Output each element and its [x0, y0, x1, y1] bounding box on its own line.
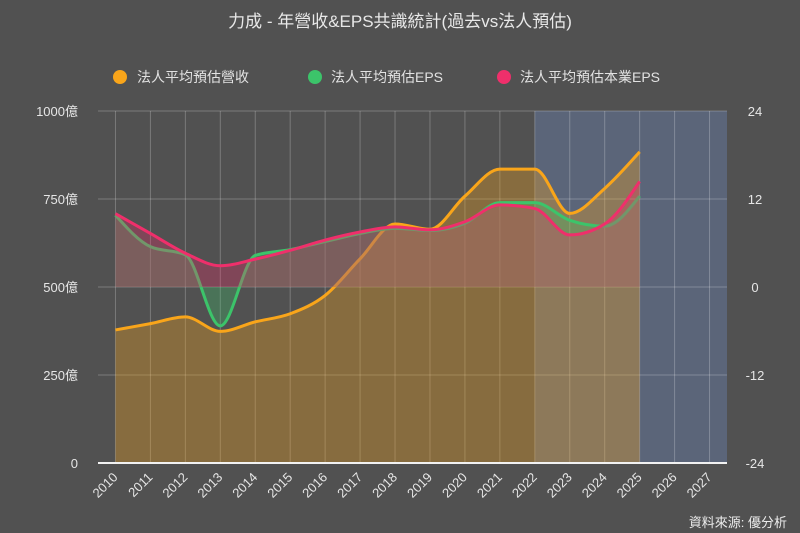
x-axis-tick: 2027	[684, 470, 715, 501]
x-axis-tick: 2021	[474, 470, 505, 501]
x-axis-tick: 2019	[404, 470, 435, 501]
x-axis-labels: 2010 2011 2012 2013 2014 2015 2016 2017 2018 2019…	[90, 470, 715, 501]
legend-item-revenue[interactable]: 法人平均預估營收	[113, 69, 249, 85]
x-axis-tick: 2026	[649, 470, 680, 501]
plot-series	[114, 150, 641, 463]
left-axis-tick: 500億	[43, 280, 78, 295]
right-axis-tick: 0	[751, 280, 758, 295]
x-axis-tick: 2016	[299, 470, 330, 501]
legend-label: 法人平均預估本業EPS	[520, 69, 660, 85]
forecast-region	[534, 111, 727, 463]
circle-dot-icon	[308, 70, 322, 84]
x-axis-tick: 2014	[229, 470, 260, 501]
circle-dot-icon	[113, 70, 127, 84]
legend-item-eps[interactable]: 法人平均預估EPS	[308, 69, 443, 85]
left-axis-tick: 1000億	[36, 104, 78, 119]
series-core-eps	[114, 180, 641, 287]
x-axis-tick: 2012	[159, 470, 190, 501]
series-revenue	[115, 150, 641, 463]
x-axis-tick: 2013	[194, 470, 225, 501]
chart-title: 力成 - 年營收&EPS共識統計(過去vs法人預估)	[228, 12, 572, 31]
right-axis-tick: -24	[746, 456, 765, 471]
legend-item-core-eps[interactable]: 法人平均預估本業EPS	[497, 69, 660, 85]
x-axis-tick: 2010	[90, 470, 121, 501]
x-axis-tick: 2023	[544, 470, 575, 501]
left-axis-tick: 250億	[43, 368, 78, 383]
x-axis-tick: 2024	[579, 470, 610, 501]
legend-label: 法人平均預估EPS	[331, 69, 443, 85]
left-axis-tick: 0	[71, 456, 78, 471]
x-axis-tick: 2025	[614, 470, 645, 501]
legend: 法人平均預估營收 法人平均預估EPS 法人平均預估本業EPS	[113, 69, 660, 85]
x-axis-tick: 2011	[125, 470, 155, 500]
revenue-line[interactable]	[115, 150, 641, 333]
source-note: 資料來源: 優分析	[689, 515, 787, 530]
x-axis-tick: 2020	[439, 470, 470, 501]
x-axis-tick: 2015	[264, 470, 295, 501]
legend-label: 法人平均預估營收	[137, 69, 249, 85]
x-axis-tick: 2017	[334, 470, 365, 501]
circle-dot-icon	[497, 70, 511, 84]
x-axis-tick: 2022	[509, 470, 540, 501]
core-eps-line[interactable]	[114, 180, 641, 268]
revenue-area	[115, 151, 640, 463]
right-axis-tick: 24	[748, 104, 762, 119]
core-eps-area	[115, 181, 640, 287]
right-axis-tick: -12	[746, 368, 765, 383]
left-axis-labels: 0 250億 500億 750億 1000億	[36, 104, 78, 471]
right-axis-labels: -24 -12 0 12 24	[746, 104, 765, 471]
right-axis-tick: 12	[748, 192, 762, 207]
left-axis-tick: 750億	[43, 192, 78, 207]
x-axis-tick: 2018	[369, 470, 400, 501]
eps-area	[115, 196, 640, 326]
gridlines	[98, 110, 727, 464]
